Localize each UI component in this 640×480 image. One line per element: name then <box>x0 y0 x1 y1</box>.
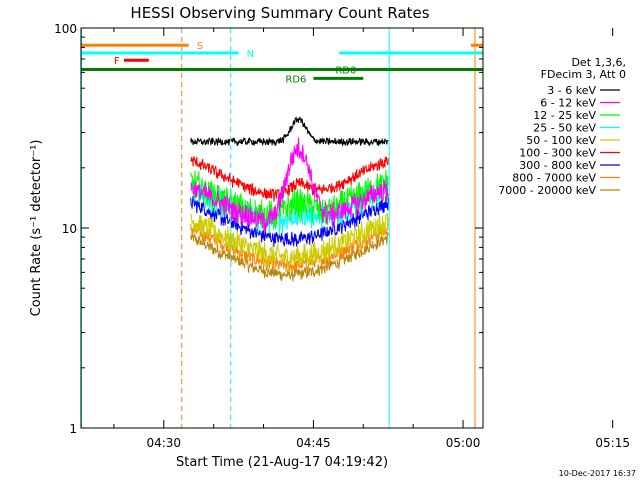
series-line-8 <box>190 231 389 282</box>
series-line-7 <box>190 221 389 273</box>
legend-entry-label: 6 - 12 keV <box>540 97 596 110</box>
legend-entry-label: 25 - 50 keV <box>533 122 596 135</box>
legend-entry-label: 7000 - 20000 keV <box>498 184 596 197</box>
legend-entry-label: 100 - 300 keV <box>519 147 596 160</box>
x-axis-label: Start Time (21-Aug-17 04:19:42) <box>176 455 388 470</box>
x-tick-label: 04:30 <box>146 436 181 450</box>
flag-label-2: N <box>247 49 254 60</box>
legend-entry-label: 300 - 800 keV <box>519 159 596 172</box>
flag-label-4: F <box>114 56 120 67</box>
y-tick-label: 10 <box>62 222 77 236</box>
x-tick-label: 05:00 <box>446 436 481 450</box>
flag-label-6: RD6 <box>285 74 306 85</box>
chart-title: HESSI Observing Summary Count Rates <box>130 4 429 22</box>
flag-label-5: RD0 <box>335 66 356 77</box>
x-tick-label: 04:45 <box>296 436 331 450</box>
x-tick-label: 05:15 <box>595 436 630 450</box>
date-stamp: 10-Dec-2017 16:37 <box>559 469 636 478</box>
series-line-4 <box>190 212 389 273</box>
series-line-5 <box>190 156 389 202</box>
flag-label-0: S <box>197 41 203 52</box>
legend-entry-label: 50 - 100 keV <box>526 134 596 147</box>
legend-header-line-2: FDecim 3, Att 0 <box>541 68 626 81</box>
legend-entry-label: 3 - 6 keV <box>547 84 596 97</box>
legend-entry-label: 800 - 7000 keV <box>512 172 596 185</box>
y-axis-label: Count Rate (s⁻¹ detector⁻¹) <box>29 140 44 317</box>
legend-entry-label: 12 - 25 keV <box>533 109 596 122</box>
legend-header-line-1: Det 1,3,6, <box>571 56 626 69</box>
series-line-6 <box>190 195 389 247</box>
series-line-0 <box>190 116 389 148</box>
y-tick-label: 1 <box>69 422 77 436</box>
y-tick-label: 100 <box>54 22 77 36</box>
series-line-1 <box>190 137 389 232</box>
